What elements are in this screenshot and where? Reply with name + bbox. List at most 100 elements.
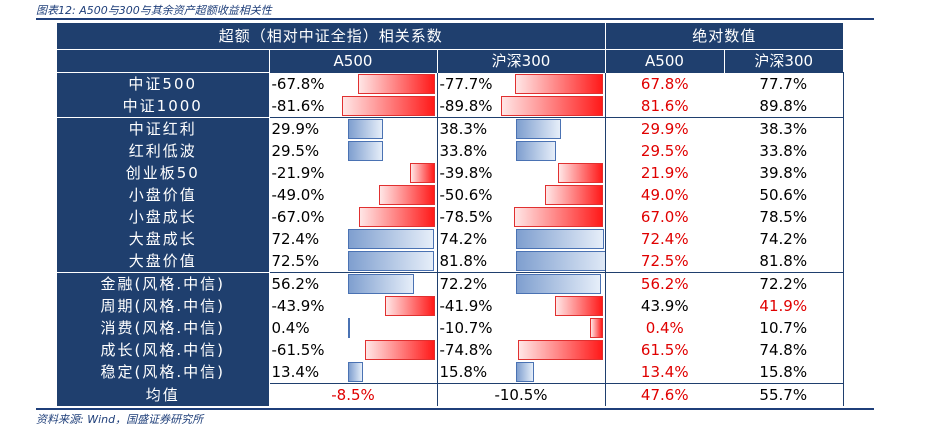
bar-positive [347, 141, 383, 161]
cell-abs-hs300: 78.5% [724, 206, 844, 228]
bar-negative [379, 185, 435, 205]
bar-positive [347, 251, 434, 271]
row-label: 小盘价值 [57, 184, 270, 206]
bar-negative [517, 340, 603, 360]
corr-value: 0.4% [271, 319, 310, 337]
corr-value: -74.8% [439, 341, 493, 359]
table-row: 中证500 -67.8% -77.7% 67.8% 77.7% [57, 72, 844, 95]
cell-abs-hs300: 74.8% [724, 339, 844, 361]
corr-value: 72.4% [271, 230, 320, 248]
corr-value: -77.7% [439, 75, 493, 93]
bar-negative [545, 185, 603, 205]
bar-positive [515, 251, 604, 271]
cell-a500-corr: 29.5% [269, 140, 438, 162]
cell-a500-corr: 56.2% [269, 272, 438, 295]
corr-value: -67.0% [271, 208, 325, 226]
table-row: 周期(风格.中信) -43.9% -41.9% 43.9% 41.9% [57, 295, 844, 317]
cell-a500-corr: 13.4% [269, 361, 438, 384]
corr-value: -49.0% [271, 186, 325, 204]
cell-hs300-corr: -74.8% [437, 339, 606, 361]
cell-a500-corr: -21.9% [269, 162, 438, 184]
cell-abs-hs300: 33.8% [724, 140, 844, 162]
average-label: 均值 [57, 383, 270, 406]
header-corr-group: 超额（相对中证全指）相关系数 [57, 23, 605, 50]
cell-a500-corr: -61.5% [269, 339, 438, 361]
cell-abs-a500: 29.9% [605, 117, 724, 140]
cell-hs300-corr: -78.5% [437, 206, 606, 228]
cell-abs-a500: 21.9% [605, 162, 724, 184]
cell-abs-hs300: 15.8% [724, 361, 844, 384]
row-label: 中证1000 [57, 95, 270, 118]
cell-abs-a500: 13.4% [605, 361, 724, 384]
table-row: 金融(风格.中信) 56.2% 72.2% 56.2% 72.2% [57, 272, 844, 295]
cell-abs-a500: 49.0% [605, 184, 724, 206]
bar-negative [557, 163, 603, 183]
cell-hs300-corr: 81.8% [437, 250, 606, 273]
row-label: 中证红利 [57, 117, 270, 140]
bar-negative [500, 96, 603, 116]
bar-positive [515, 119, 562, 139]
cell-a500-corr: -67.0% [269, 206, 438, 228]
corr-value: -89.8% [439, 97, 493, 115]
average-abs-a500: 47.6% [605, 383, 724, 406]
table-row: 成长(风格.中信) -61.5% -74.8% 61.5% 74.8% [57, 339, 844, 361]
table-row: 创业板50 -21.9% -39.8% 21.9% 39.8% [57, 162, 844, 184]
header-a500: A500 [268, 49, 437, 73]
cell-abs-hs300: 77.7% [724, 72, 844, 95]
corr-value: 33.8% [439, 142, 488, 160]
cell-a500-corr: -43.9% [269, 295, 438, 317]
corr-value: -10.7% [439, 319, 493, 337]
cell-abs-a500: 43.9% [605, 295, 724, 317]
cell-abs-a500: 81.6% [605, 95, 724, 118]
cell-a500-corr: 29.9% [269, 117, 438, 140]
cell-abs-hs300: 10.7% [724, 317, 844, 339]
corr-value: 74.2% [439, 230, 488, 248]
corr-value: 81.8% [439, 252, 488, 270]
cell-hs300-corr: -39.8% [437, 162, 606, 184]
corr-value: -78.5% [439, 208, 493, 226]
bar-negative [514, 74, 603, 94]
table-row: 小盘价值 -49.0% -50.6% 49.0% 50.6% [57, 184, 844, 206]
cell-abs-a500: 61.5% [605, 339, 724, 361]
corr-value: -39.8% [439, 164, 493, 182]
bar-negative [342, 96, 435, 116]
header-hs300: 沪深300 [436, 49, 605, 73]
cell-hs300-corr: -50.6% [437, 184, 606, 206]
cell-abs-a500: 67.8% [605, 72, 724, 95]
bar-positive [347, 362, 364, 382]
row-label: 小盘成长 [57, 206, 270, 228]
cell-abs-a500: 0.4% [605, 317, 724, 339]
corr-value: 29.5% [271, 142, 320, 160]
bar-positive [347, 229, 434, 249]
cell-hs300-corr: 15.8% [437, 361, 606, 384]
correlation-table: 超额（相对中证全指）相关系数 绝对数值 A500 沪深300 A500 沪深30… [57, 23, 844, 406]
row-label: 中证500 [57, 72, 270, 95]
cell-a500-corr: -81.6% [269, 95, 438, 118]
cell-abs-hs300: 38.3% [724, 117, 844, 140]
corr-value: 56.2% [271, 275, 320, 293]
header-abs-a500: A500 [604, 49, 724, 73]
bar-negative [555, 296, 603, 316]
cell-a500-corr: 72.5% [269, 250, 438, 273]
average-abs-hs300: 55.7% [724, 383, 844, 406]
cell-a500-corr: 72.4% [269, 228, 438, 250]
row-label: 创业板50 [57, 162, 270, 184]
cell-hs300-corr: -10.7% [437, 317, 606, 339]
cell-a500-corr: 0.4% [269, 317, 438, 339]
bar-positive [347, 318, 350, 338]
corr-value: 72.2% [439, 275, 488, 293]
row-label: 周期(风格.中信) [57, 295, 270, 317]
figure-caption: 图表12: A500与300与其余资产超额收益相关性 [36, 4, 272, 17]
cell-hs300-corr: -41.9% [437, 295, 606, 317]
corr-value: 72.5% [271, 252, 320, 270]
cell-abs-hs300: 50.6% [724, 184, 844, 206]
bottom-divider [36, 408, 874, 410]
cell-abs-hs300: 74.2% [724, 228, 844, 250]
corr-value: -41.9% [439, 297, 493, 315]
bar-negative [364, 340, 435, 360]
cell-abs-a500: 72.4% [605, 228, 724, 250]
average-hs300: -10.5% [437, 383, 606, 406]
cell-abs-hs300: 89.8% [724, 95, 844, 118]
average-a500: -8.5% [269, 383, 438, 406]
header-abs-group: 绝对数值 [604, 23, 843, 50]
